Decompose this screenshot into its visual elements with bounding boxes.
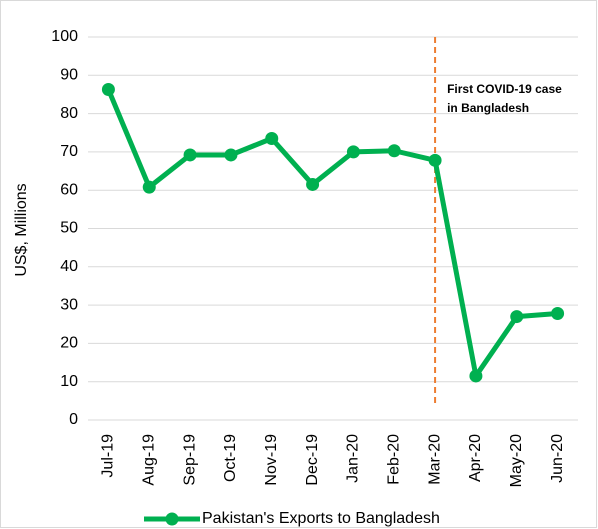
line: [106, 88, 558, 379]
x-tick-label: Jul-19: [100, 434, 117, 478]
annotation: First COVID-19 case: [447, 82, 562, 96]
x-tick-label: Mar-20: [426, 434, 443, 485]
x-tick-label: Feb-20: [385, 434, 402, 485]
marker: [265, 131, 279, 145]
y-tick-label: 20: [60, 335, 78, 352]
y-tick-label: 10: [60, 373, 78, 390]
marker: [469, 369, 483, 383]
y-tick-label: 80: [60, 105, 78, 122]
y-axis-label: US$, Millions: [13, 183, 30, 276]
marker: [428, 153, 442, 167]
marker: [183, 148, 197, 162]
y-tick-label: 30: [60, 296, 78, 313]
marker: [551, 307, 565, 321]
x-tick-label: Aug-19: [140, 434, 157, 486]
x-tick-label: Apr-20: [467, 434, 484, 482]
marker: [142, 180, 156, 194]
marker: [510, 310, 524, 324]
x-tick-label: Nov-19: [263, 434, 280, 486]
x-tick-label: Oct-19: [222, 434, 239, 482]
marker: [306, 177, 320, 191]
x-tick-label: Jun-20: [549, 434, 566, 483]
x-tick-label: Sep-19: [181, 434, 198, 486]
y-tick-label: 0: [69, 411, 78, 428]
marker: [346, 145, 360, 159]
legend-marker: [165, 512, 179, 526]
y-tick-label: 70: [60, 143, 78, 160]
y-tick-label: 40: [60, 258, 78, 275]
x-tick-label: Dec-19: [304, 434, 321, 486]
marker: [224, 148, 238, 162]
x-tick-label: May-20: [508, 434, 525, 487]
y-tick-label: 50: [60, 220, 78, 237]
y-tick-label: 90: [60, 67, 78, 84]
marker: [101, 82, 115, 96]
legend-label: Pakistan's Exports to Bangladesh: [202, 510, 440, 527]
marker: [387, 144, 401, 158]
annotation: in Bangladesh: [447, 101, 529, 115]
y-tick-label: 100: [51, 28, 78, 45]
x-tick-label: Jan-20: [345, 434, 362, 483]
y-tick-label: 60: [60, 181, 78, 198]
